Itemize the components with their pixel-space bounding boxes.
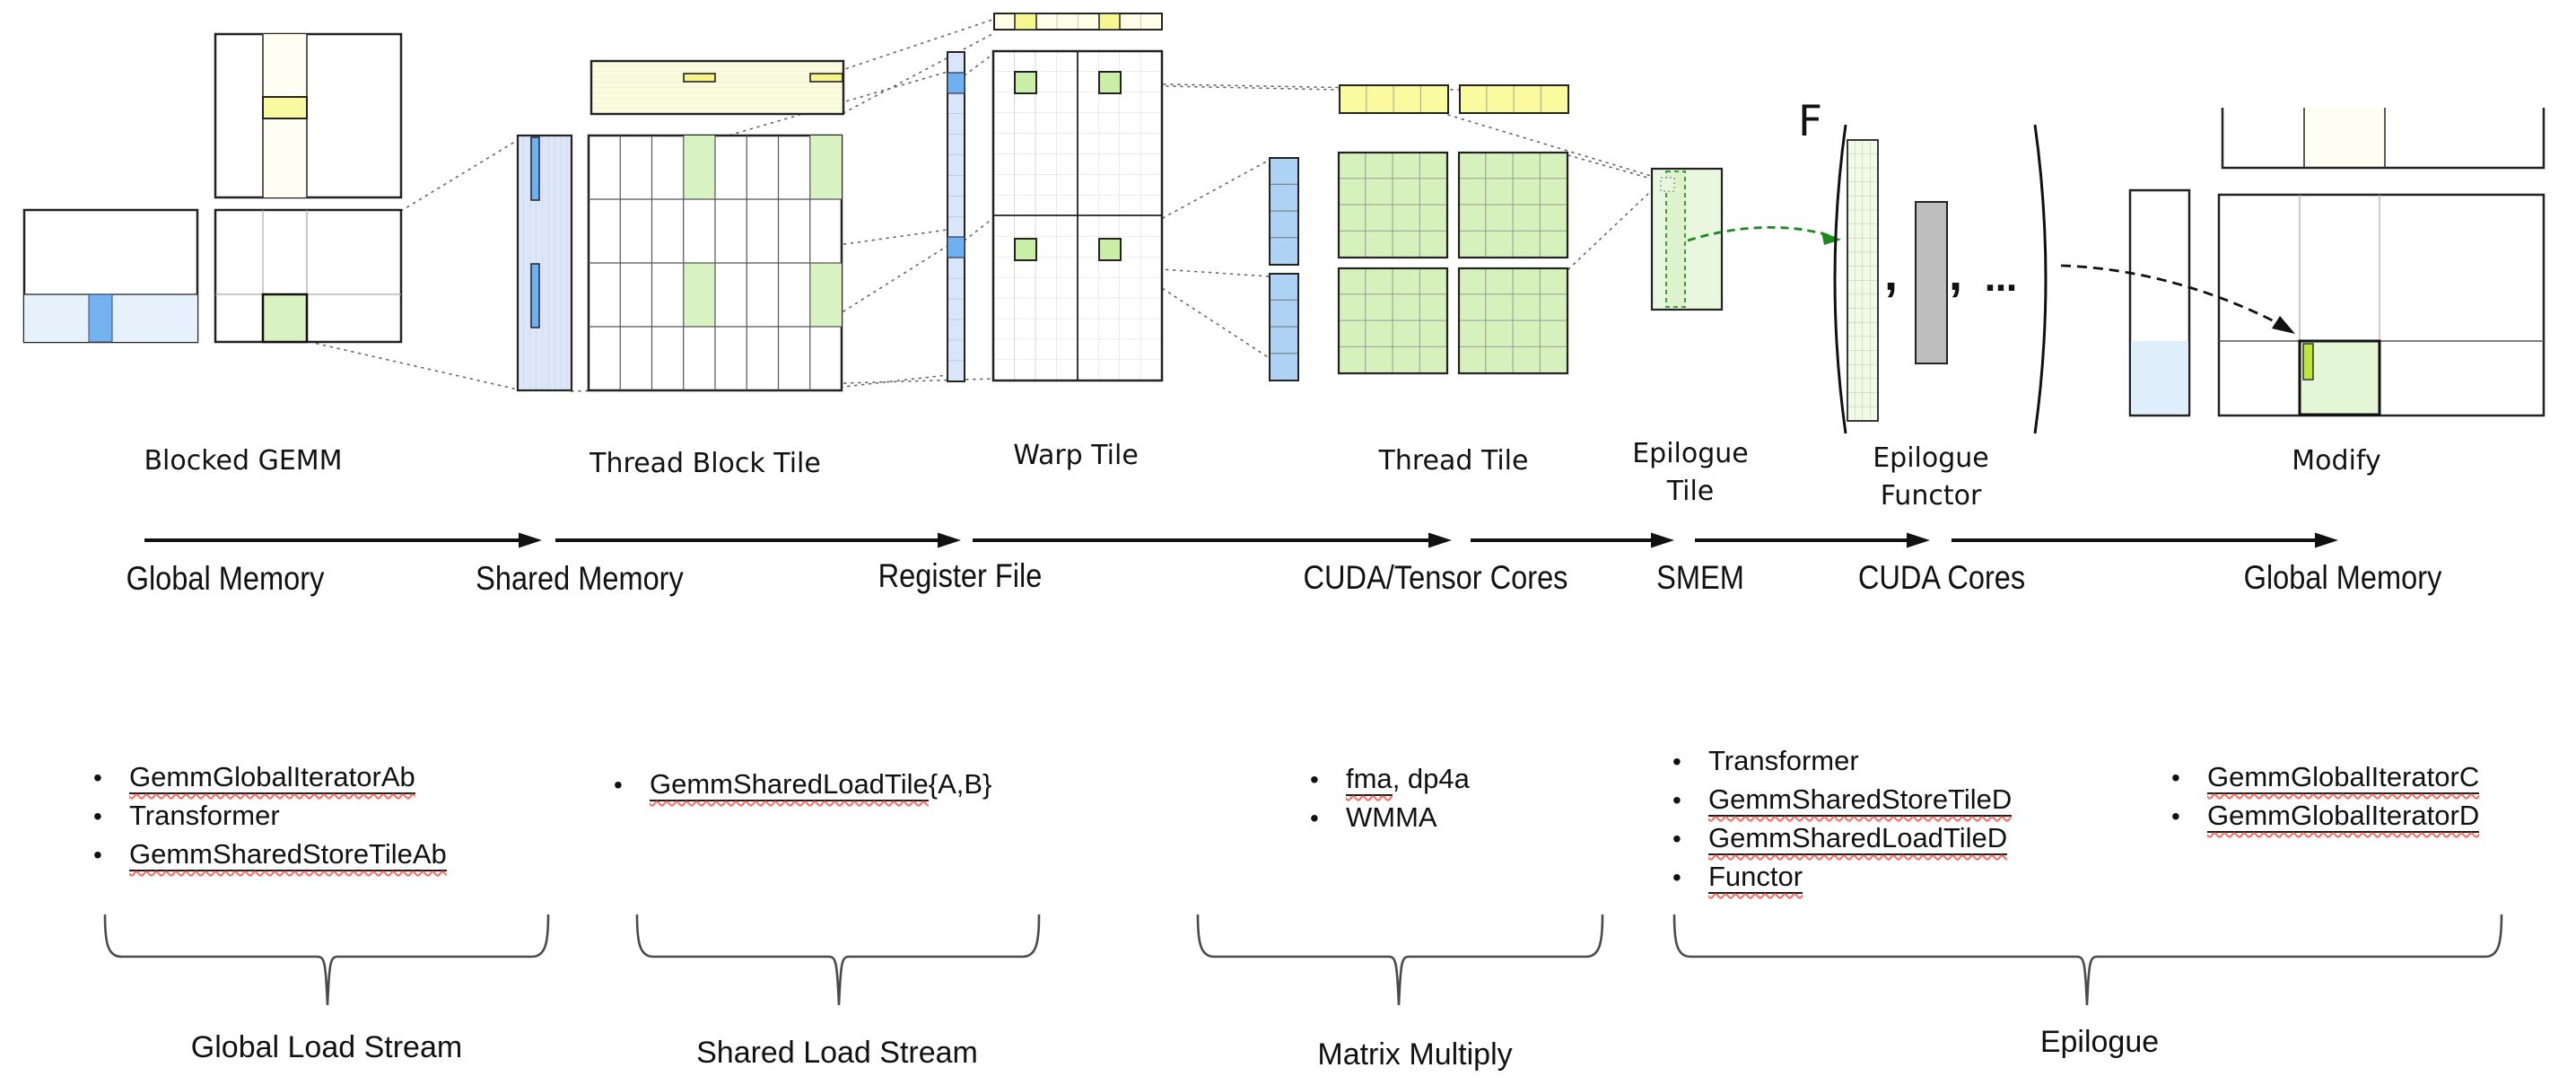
thread-tile-a-fragment [1269, 273, 1299, 381]
shared-load-stream-brace-label: Shared Load Stream [696, 1036, 978, 1070]
thread-tile-accumulator [1337, 151, 1449, 259]
bullet-icon: • [93, 802, 102, 830]
blocked-gemm-matrix-a [22, 208, 199, 344]
bullet-icon: • [1310, 804, 1319, 832]
thread-tile-accumulator [1457, 267, 1569, 375]
bullet-icon: • [614, 771, 623, 799]
thread-block-grid [587, 134, 843, 392]
warp-yellow-strip [993, 13, 1163, 31]
smem-b-striped-bar [589, 59, 845, 116]
thread-tile-label: Thread Tile [1378, 445, 1529, 477]
epilogue-green-arrow [1687, 225, 1841, 245]
bullet-icon: • [1672, 786, 1681, 814]
warp-tile-grid [991, 49, 1164, 382]
thread-tile-b-fragment [1339, 84, 1449, 114]
matrix-multiply-brace-label: Matrix Multiply [1317, 1037, 1513, 1072]
thread-tile-accumulator [1457, 151, 1569, 259]
epilogue-functor-parens [1833, 124, 2048, 434]
functor-f-symbol: F [1798, 97, 1823, 146]
smem-a-striped-bar [516, 134, 573, 392]
bullet-icon: • [2171, 764, 2180, 792]
functor-comma: , [1884, 247, 1899, 301]
list-item: • GemmGlobalIteratorD [2171, 800, 2480, 833]
functor-comma: , [1949, 247, 1963, 301]
bullet-icon: • [1672, 748, 1681, 775]
thread-block-tile-label: Thread Block Tile [589, 448, 821, 479]
group-braces [103, 914, 2503, 1006]
modify-matrix-c [2217, 193, 2545, 417]
list-item: • GemmGlobalIteratorAb [93, 761, 415, 794]
blocked-gemm-label: Blocked GEMM [144, 445, 343, 477]
epilogue-right-list: • GemmGlobalIteratorC • GemmGlobalIterator… [2171, 761, 2480, 838]
list-item: • fma, dp4a [1310, 763, 1470, 796]
flow-label-register-file: Register File [878, 557, 1043, 594]
global-load-stream-list: • GemmGlobalIteratorAb • Transformer • Gemm… [93, 761, 447, 877]
memory-flow-arrows [144, 532, 2338, 548]
flow-label-smem: SMEM [1656, 559, 1744, 596]
list-item: • GemmGlobalIteratorC [2171, 761, 2480, 794]
list-item: • WMMA [1310, 801, 1437, 833]
global-load-stream-brace-label: Global Load Stream [190, 1030, 463, 1064]
list-item: • GemmSharedLoadTile{A,B} [614, 768, 992, 801]
flow-label-cuda-tensor-cores: CUDA/Tensor Cores [1303, 559, 1568, 596]
bullet-icon: • [93, 764, 102, 792]
bullet-icon: • [2171, 802, 2180, 830]
thread-tile-a-fragment [1269, 157, 1299, 266]
epilogue-functor-gray-bar [1915, 201, 1948, 364]
modify-matrix-b-partial [2221, 108, 2545, 170]
epilogue-functor-label: Epilogue Functor [1873, 442, 1989, 512]
dotted-connectors [309, 19, 1652, 392]
list-item: • Transformer [1672, 745, 1859, 776]
bullet-icon: • [93, 841, 102, 869]
flow-label-cuda-cores: CUDA Cores [1857, 559, 2026, 596]
modify-dashed-arrow [2060, 264, 2295, 334]
epilogue-brace-label: Epilogue [2039, 1025, 2160, 1059]
thread-tile-accumulator [1337, 267, 1449, 375]
flow-label-global-memory-left: Global Memory [126, 560, 325, 597]
epilogue-tile-box [1650, 167, 1724, 311]
epilogue-tile-label: Epilogue Tile [1632, 438, 1749, 507]
functor-ellipsis: … [1985, 262, 2023, 299]
thread-tile-b-fragment [1459, 84, 1569, 114]
bullet-icon: • [1672, 863, 1681, 891]
flow-label-shared-memory: Shared Memory [476, 560, 684, 597]
epilogue-functor-accumulator-bar [1847, 139, 1879, 422]
list-item: • Transformer [93, 800, 280, 831]
epilogue-left-list: • Transformer • GemmSharedStoreTileD • Gemm… [1672, 745, 2013, 899]
list-item: • GemmSharedStoreTileAb [93, 838, 447, 871]
list-item: • GemmSharedLoadTileD [1672, 822, 2008, 855]
warp-tile-label: Warp Tile [1013, 440, 1139, 471]
matrix-multiply-list: • fma, dp4a • WMMA [1310, 763, 1470, 840]
modify-label: Modify [2292, 445, 2381, 477]
bullet-icon: • [1672, 825, 1681, 853]
modify-matrix-a-partial [2128, 188, 2191, 417]
blocked-gemm-matrix-b [214, 32, 403, 199]
flow-label-global-memory-right: Global Memory [2243, 559, 2442, 596]
list-item: • GemmSharedStoreTileD [1672, 783, 2013, 817]
blocked-gemm-matrix-c [214, 208, 403, 344]
shared-load-stream-list: • GemmSharedLoadTile{A,B} [614, 768, 991, 807]
bullet-icon: • [1310, 766, 1319, 793]
list-item: • Functor [1672, 861, 1803, 894]
register-file-bar [947, 51, 965, 382]
